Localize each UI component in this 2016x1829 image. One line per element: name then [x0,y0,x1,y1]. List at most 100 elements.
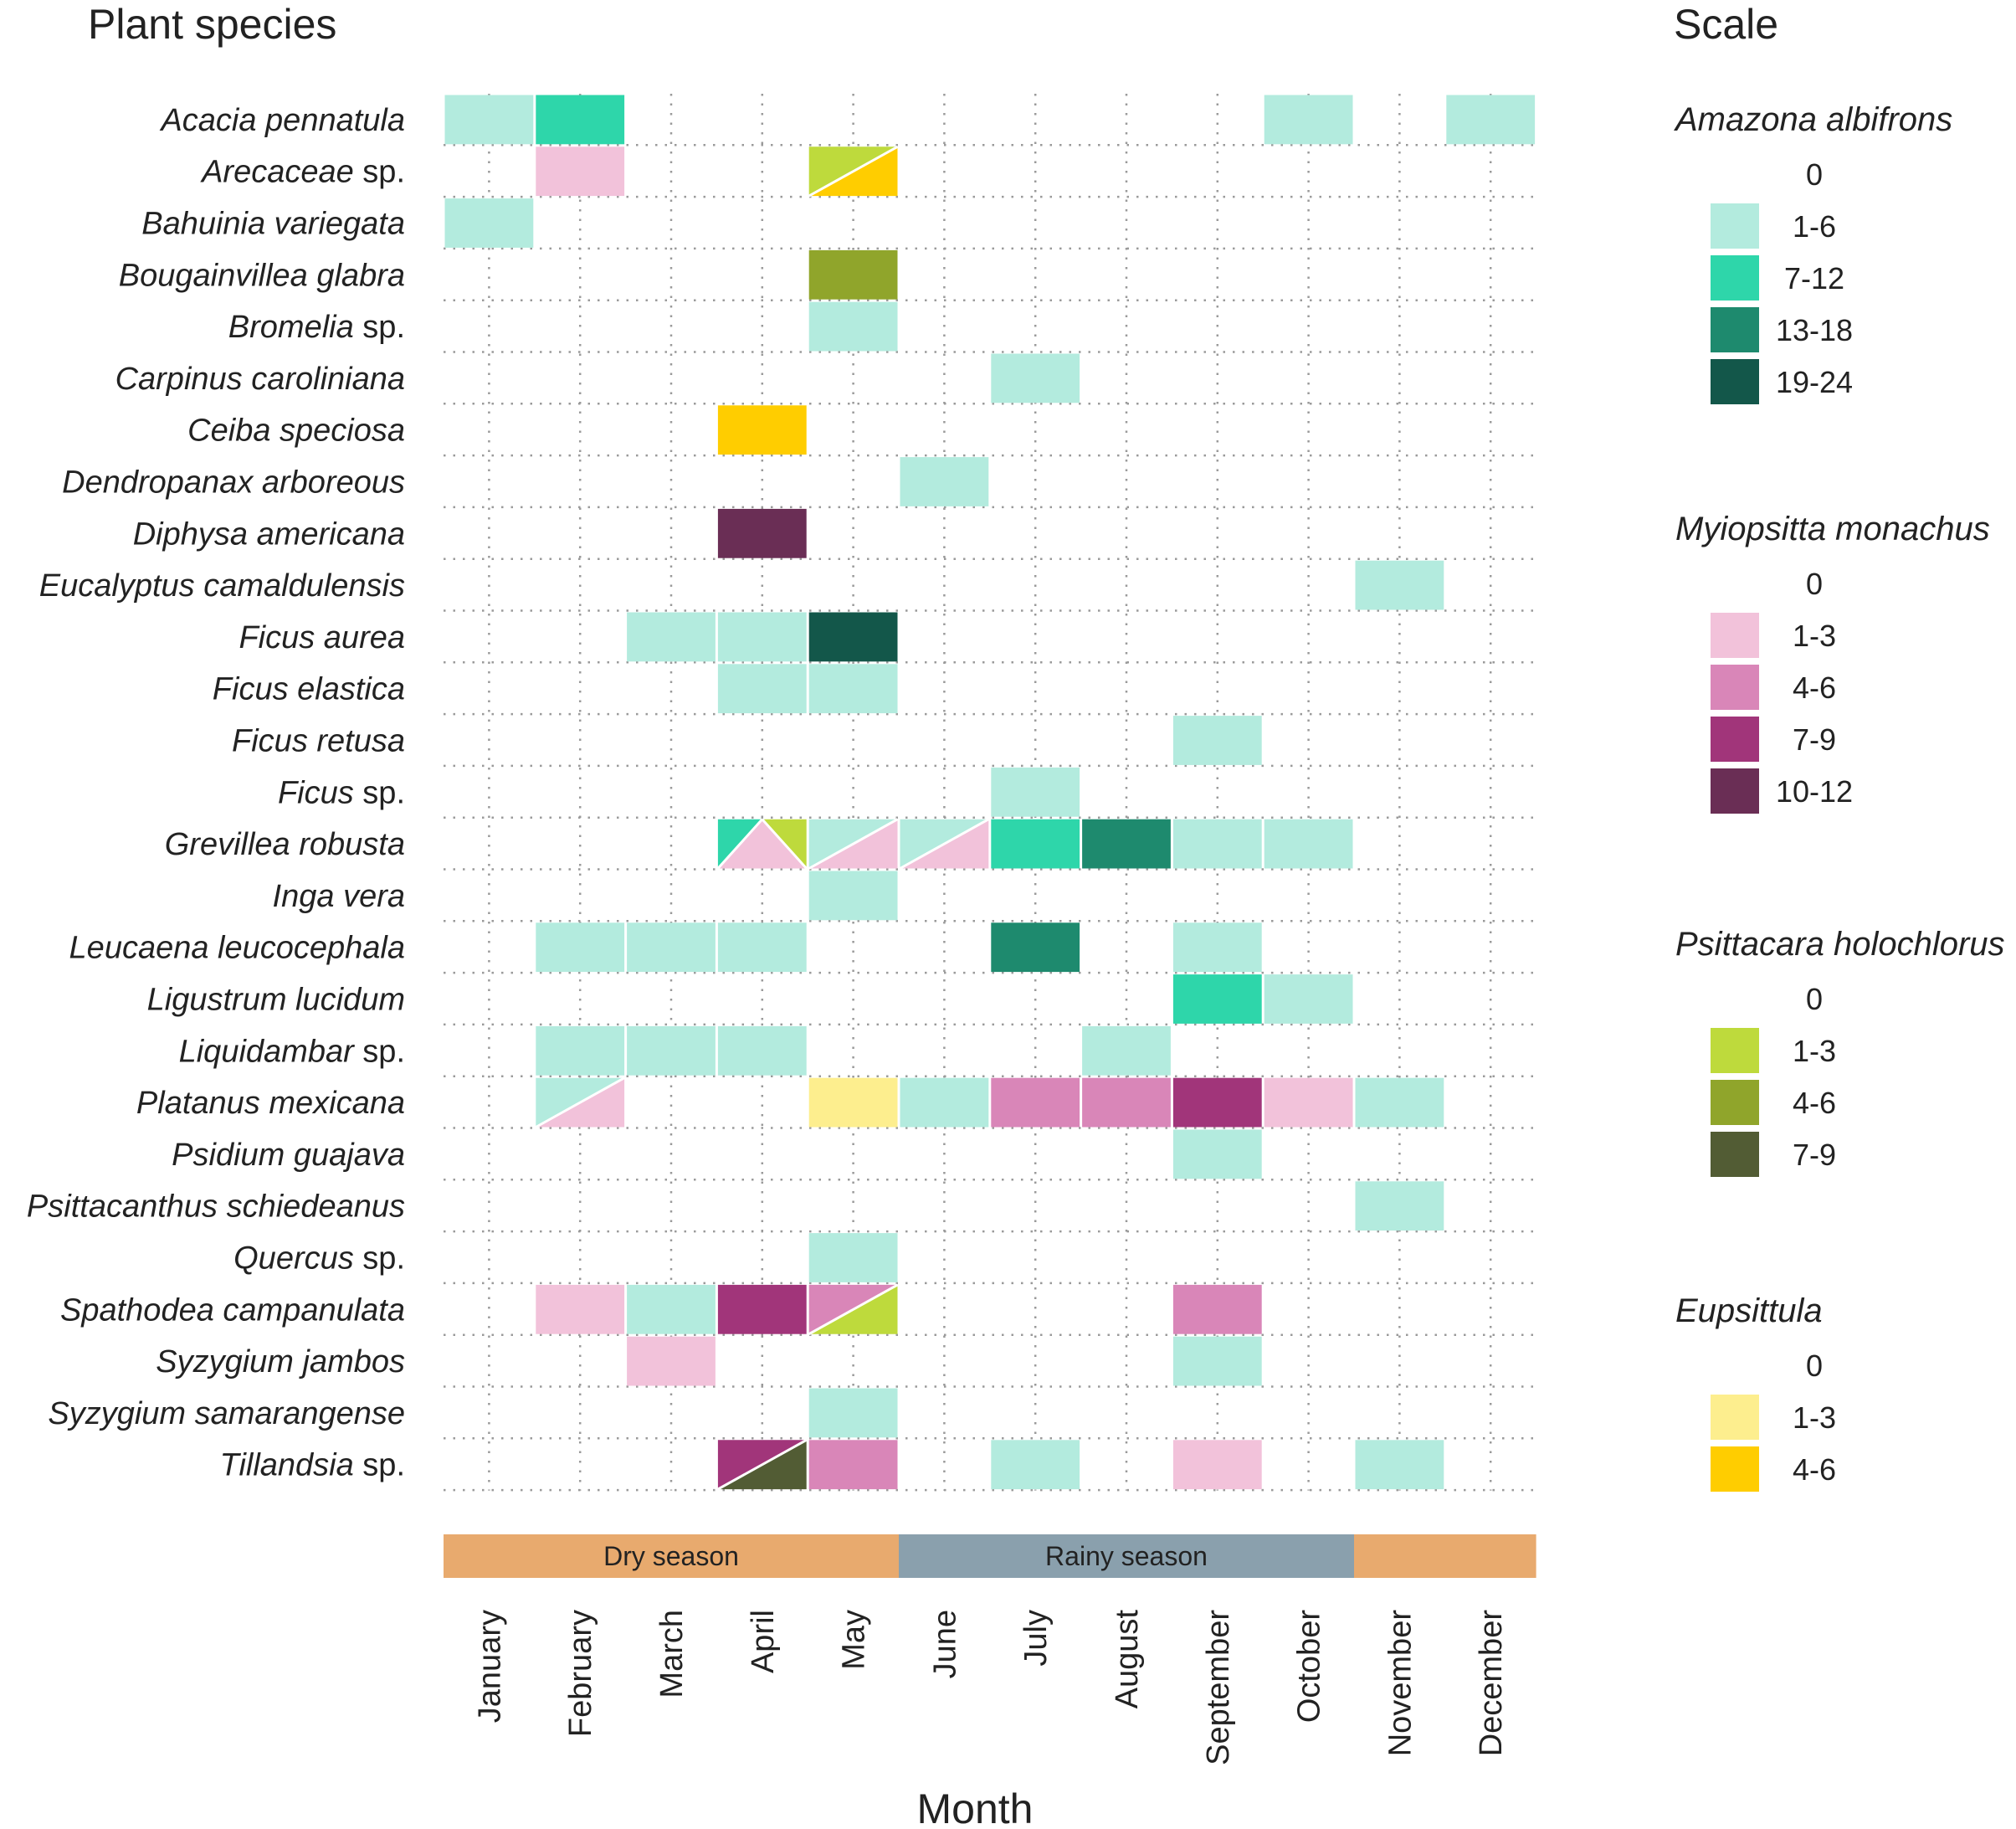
legend-swatch-myiopsitta-monachus-4-6 [1711,665,1759,710]
grid [444,94,1536,1492]
cell-grevillea-robusta-july [991,819,1080,869]
month-label-february: February [563,1610,598,1737]
cell-quercus-may [808,1233,898,1282]
legend-swatch-myiopsitta-monachus-1-3 [1711,613,1759,658]
cell-tillandsia-may [808,1440,898,1490]
species-name: Quercus [233,1241,354,1277]
species-label-bahuinia-variegata: Bahuinia variegata [141,207,405,242]
cell-syzygium-jambos-march [627,1336,716,1386]
legend-label-psittacara-holochlorus-0: 0 [1806,982,1823,1016]
species-name: Platanus mexicana [136,1086,405,1121]
legend-swatch-amazona-albifrons-19-24 [1711,359,1759,404]
legend-swatch-psittacara-holochlorus-1-3 [1711,1028,1759,1073]
legend-label-psittacara-holochlorus-1-3: 1-3 [1793,1034,1836,1068]
legend-label-amazona-albifrons-1-6: 1-6 [1793,209,1836,244]
cell-grevillea-robusta-october [1264,819,1353,869]
month-label-april: April [746,1610,781,1673]
species-label-ficus-retusa: Ficus retusa [232,724,405,759]
legend-label-eupsittula-1-3: 1-3 [1793,1400,1836,1435]
cell-bougainvillea-glabra-may [808,249,898,300]
legend-title-psittacara-holochlorus: Psittacara holochlorus [1675,926,2005,963]
species-name: Arecaceae [200,155,354,190]
legend-title-amazona-albifrons: Amazona albifrons [1674,101,1952,138]
legend-label-amazona-albifrons-13-18: 13-18 [1776,313,1853,347]
cell-eucalyptus-camaldulensis-november [1355,560,1444,610]
species-label-acacia-pennatula: Acacia pennatula [159,103,405,138]
species-name: Bahuinia variegata [141,207,405,242]
cell-grevillea-robusta-september [1172,819,1262,869]
month-label-june: June [927,1610,962,1678]
species-suffix: sp. [354,1448,405,1483]
cell-ceiba-speciosa-april [717,405,807,455]
legend-label-amazona-albifrons-7-12: 7-12 [1784,261,1844,295]
cell-platanus-mexicana-july [991,1077,1080,1128]
legend-title-myiopsitta-monachus: Myiopsitta monachus [1675,511,1990,547]
cell-platanus-mexicana-november [1355,1077,1444,1128]
month-label-january: January [472,1610,507,1723]
cell-grevillea-robusta-april-b [717,819,807,869]
legend-swatch-myiopsitta-monachus-7-9 [1711,717,1759,762]
cell-ficus-aurea-april [717,612,807,662]
season-segment [1354,1534,1536,1578]
cell-spathodea-campanulata-september [1172,1284,1262,1334]
species-name: Grevillea robusta [165,827,405,862]
species-label-grevillea-robusta: Grevillea robusta [165,827,405,862]
species-name: Ligustrum lucidum [147,983,405,1018]
legend-label-eupsittula-0: 0 [1806,1349,1823,1383]
cell-leucaena-leucocephala-july [991,922,1080,973]
species-name: Leucaena leucocephala [69,931,405,966]
legend-title-eupsittula: Eupsittula [1675,1292,1823,1329]
legend: Amazona albifrons 0 1-6 7-12 13-18 19-24 Myiop… [1674,101,2005,1492]
species-label-syzygium-jambos: Syzygium jambos [156,1344,405,1379]
species-name: Inga vera [273,879,405,914]
season-bar: Dry season Rainy season [444,1534,1536,1578]
cell-bahuinia-variegata-january [444,198,534,248]
cell-leucaena-leucocephala-march [627,922,716,973]
species-name: Tillandsia [220,1448,354,1483]
legend-label-amazona-albifrons-0: 0 [1806,157,1823,192]
species-label-diphysa-americana: Diphysa americana [133,516,405,552]
legend-swatch-amazona-albifrons-7-12 [1711,255,1759,301]
cell-ficus-elastica-april [717,664,807,714]
cell-ligustrum-lucidum-october [1264,974,1353,1024]
species-name: Ficus aurea [239,620,405,655]
cell-tillandsia-november [1355,1440,1444,1490]
cell-leucaena-leucocephala-april [717,922,807,973]
species-name: Syzygium samarangense [48,1396,405,1431]
cell-grevillea-robusta-august [1082,819,1171,869]
cell-acacia-pennatula-february [536,95,625,145]
species-label-platanus-mexicana: Platanus mexicana [136,1086,405,1121]
y-axis-title: Plant species [88,1,336,48]
species-label-ficus-aurea: Ficus aurea [239,620,405,655]
species-name: Carpinus caroliniana [115,362,405,397]
cell-liquidambar-february [536,1025,625,1076]
legend-label-amazona-albifrons-19-24: 19-24 [1776,365,1853,399]
month-label-december: December [1474,1610,1509,1757]
cell-leucaena-leucocephala-september [1172,922,1262,973]
species-name: Syzygium jambos [156,1344,405,1379]
cell-tillandsia-july [991,1440,1080,1490]
legend-label-psittacara-holochlorus-7-9: 7-9 [1793,1138,1836,1172]
cell-spathodea-campanulata-february [536,1284,625,1334]
cell-platanus-mexicana-october [1264,1077,1353,1128]
species-label-quercus: Quercus sp. [233,1241,405,1277]
season-rainy-season [899,1534,1354,1578]
species-name: Liquidambar [179,1034,355,1069]
species-label-leucaena-leucocephala: Leucaena leucocephala [69,931,405,966]
month-label-march: March [654,1610,690,1698]
species-label-ceiba-speciosa: Ceiba speciosa [187,414,405,449]
species-name: Ceiba speciosa [187,414,405,449]
cell-arecaceae-may-divider [808,145,899,198]
legend-label-myiopsitta-monachus-4-6: 4-6 [1793,670,1836,705]
species-label-arecaceae: Arecaceae sp. [200,155,405,190]
cell-platanus-mexicana-august [1082,1077,1171,1128]
species-name: Eucalyptus camaldulensis [39,568,405,604]
cell-acacia-pennatula-october [1264,95,1353,145]
legend-swatch-amazona-albifrons-1-6 [1711,203,1759,249]
cell-ficus-july [991,767,1080,817]
cell-inga-vera-may [808,871,898,921]
species-label-bougainvillea-glabra: Bougainvillea glabra [119,258,405,293]
month-labels: January February March April May June July Augu… [472,1610,1509,1765]
species-name: Bromelia [228,310,354,345]
legend-swatch-amazona-albifrons-13-18 [1711,307,1759,352]
